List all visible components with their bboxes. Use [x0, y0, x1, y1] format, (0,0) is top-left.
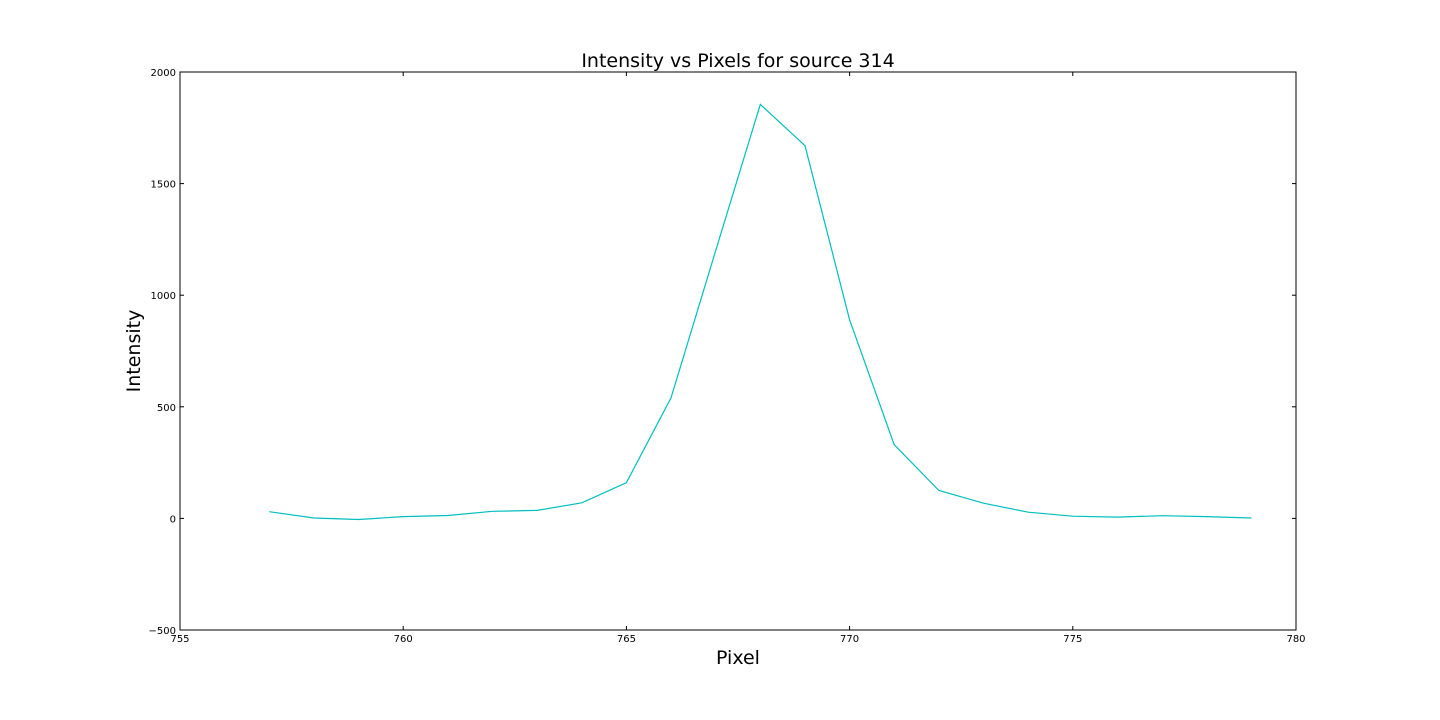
y-tick-label: 0 — [170, 514, 176, 525]
chart-title: Intensity vs Pixels for source 314 — [581, 50, 894, 72]
y-tick-label: −500 — [149, 626, 176, 637]
x-axis-label: Pixel — [716, 647, 760, 669]
y-tick-label: 1500 — [151, 180, 176, 191]
plot-frame — [179, 71, 1297, 631]
x-tick-label: 760 — [394, 634, 413, 645]
x-tick-label: 775 — [1063, 634, 1082, 645]
y-tick-label: 2000 — [151, 68, 176, 79]
y-tick-label: 500 — [157, 403, 176, 414]
x-axis-ticks: 755 760 765 770 775 780 — [170, 72, 1306, 645]
x-tick-label: 770 — [840, 634, 859, 645]
x-tick-label: 755 — [170, 634, 189, 645]
plot-area — [269, 103, 1252, 521]
y-tick-label: 1000 — [151, 291, 176, 302]
series-line — [269, 103, 1252, 521]
x-tick-label: 780 — [1286, 634, 1305, 645]
y-axis-label: Intensity — [123, 310, 145, 393]
y-axis-ticks: −500 0 500 1000 1500 2000 — [149, 68, 1296, 637]
x-tick-label: 765 — [617, 634, 636, 645]
